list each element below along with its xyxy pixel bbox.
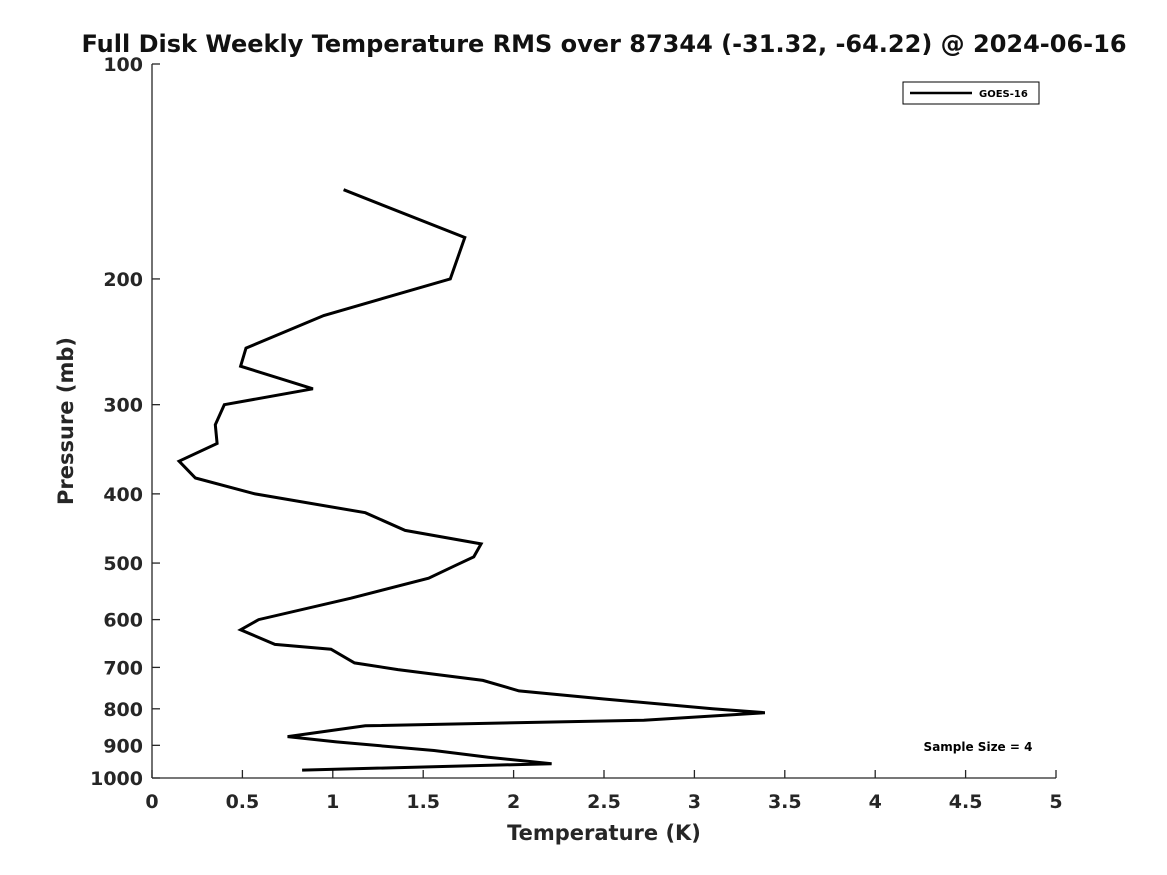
series-layer <box>176 188 766 772</box>
y-tick-label: 500 <box>103 553 143 575</box>
x-tick-label: 0 <box>145 791 158 813</box>
sample-size-annotation: Sample Size = 4 <box>924 740 1033 754</box>
chart-title: Full Disk Weekly Temperature RMS over 87… <box>81 30 1126 58</box>
y-axis-label: Pressure (mb) <box>54 337 78 505</box>
y-tick-label: 700 <box>103 657 143 679</box>
x-tick-label: 4.5 <box>949 791 983 813</box>
legend: GOES-16 <box>902 81 1040 105</box>
y-tick-label: 400 <box>103 484 143 506</box>
y-tick-label: 300 <box>103 395 143 417</box>
y-tick-label: 100 <box>103 54 143 76</box>
y-axis-ticks: 100 200 300 400 500 600 700 800 900 1000 <box>90 54 160 790</box>
x-tick-label: 0.5 <box>226 791 260 813</box>
x-tick-label: 2 <box>507 791 520 813</box>
y-tick-label: 900 <box>103 735 143 757</box>
x-axis-ticks: 0 0.5 1 1.5 2 2.5 3 3.5 4 4.5 5 <box>145 770 1063 813</box>
legend-label-goes-16: GOES-16 <box>979 89 1028 100</box>
y-tick-label: 600 <box>103 610 143 632</box>
y-tick-label: 1000 <box>90 768 143 790</box>
x-tick-label: 3.5 <box>768 791 802 813</box>
x-tick-label: 4 <box>869 791 882 813</box>
x-axis-label: Temperature (K) <box>507 821 701 845</box>
x-tick-label: 3 <box>688 791 701 813</box>
series-line-goes-16 <box>176 188 766 772</box>
y-tick-label: 800 <box>103 699 143 721</box>
x-tick-label: 5 <box>1049 791 1062 813</box>
x-tick-label: 1 <box>326 791 339 813</box>
x-tick-label: 1.5 <box>406 791 440 813</box>
y-tick-label: 200 <box>103 269 143 291</box>
x-tick-label: 2.5 <box>587 791 621 813</box>
